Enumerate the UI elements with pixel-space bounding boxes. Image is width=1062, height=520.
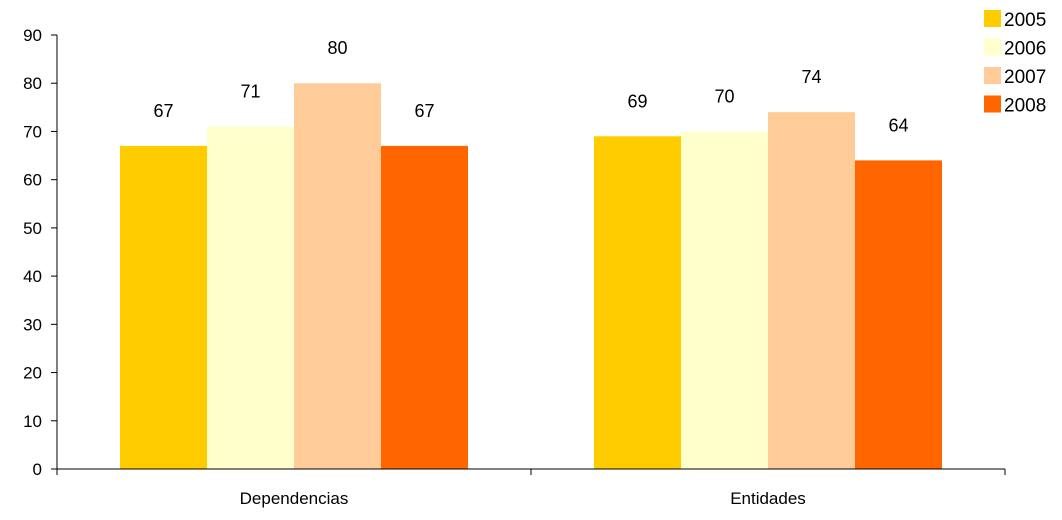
y-tick-label-90: 90: [23, 26, 42, 45]
y-tick-label-30: 30: [23, 315, 42, 334]
data-label-2006-dependencias: 71: [240, 82, 260, 102]
y-tick-label-60: 60: [23, 171, 42, 190]
bars-layer: [120, 83, 942, 470]
data-label-2006-entidades: 70: [714, 86, 734, 106]
bar-2008-entidades: [855, 160, 942, 469]
bar-2006-dependencias: [207, 126, 294, 469]
bar-2005-entidades: [594, 136, 681, 469]
data-label-2007-dependencias: 80: [327, 38, 347, 58]
y-tick-label-80: 80: [23, 74, 42, 93]
y-tick-label-0: 0: [33, 460, 42, 479]
bar-2008-dependencias: [381, 145, 468, 469]
y-tick-label-40: 40: [23, 267, 42, 286]
legend: 2005 2006 2007 2008: [984, 10, 1046, 117]
data-labels-layer: 67 71 80 67 69 70 74 64: [153, 38, 908, 135]
legend-swatch-2008: [984, 95, 1001, 113]
data-label-2005-entidades: 69: [627, 91, 647, 111]
y-tick-label-20: 20: [23, 364, 42, 383]
axes-layer: 0 10 20 30 40 50 60 70 80 90 Dependencias Entidades: [23, 26, 1006, 508]
data-label-2008-entidades: 64: [888, 115, 908, 135]
data-label-2005-dependencias: 67: [153, 101, 173, 121]
bar-2006-entidades: [681, 131, 768, 469]
y-tick-label-10: 10: [23, 412, 42, 431]
bar-2007-dependencias: [294, 83, 381, 469]
bar-2005-dependencias: [120, 145, 207, 469]
legend-label-2008: 2008: [1004, 96, 1046, 117]
legend-swatch-2006: [984, 38, 1001, 56]
y-tick-label-70: 70: [23, 122, 42, 141]
bar-2007-entidades: [768, 112, 855, 470]
legend-label-2006: 2006: [1004, 39, 1046, 60]
data-label-2007-entidades: 74: [801, 67, 821, 87]
legend-swatch-2005: [984, 10, 1001, 27]
legend-swatch-2007: [984, 67, 1001, 84]
legend-label-2005: 2005: [1004, 10, 1046, 31]
y-tick-label-50: 50: [23, 219, 42, 238]
x-category-label-entidades: Entidades: [730, 489, 806, 508]
legend-label-2007: 2007: [1004, 67, 1046, 88]
data-label-2008-dependencias: 67: [414, 101, 434, 121]
x-category-label-dependencias: Dependencias: [240, 489, 349, 508]
